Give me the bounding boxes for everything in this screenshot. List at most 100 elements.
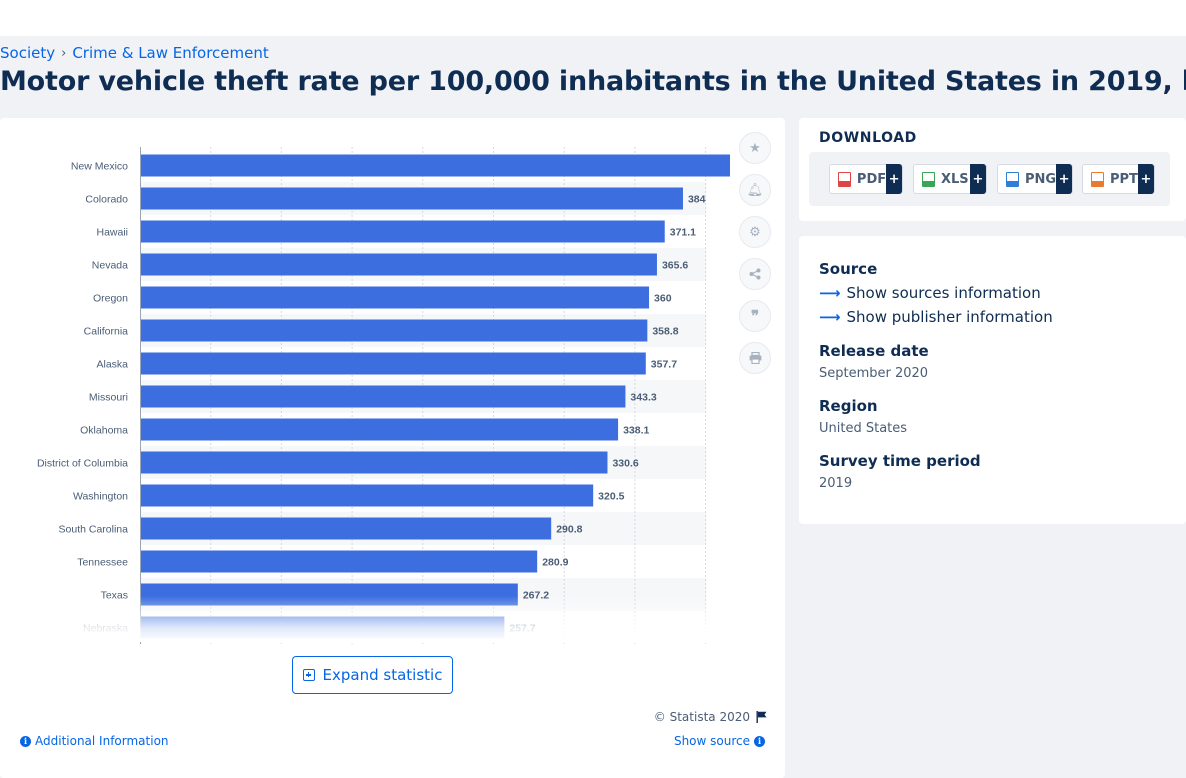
download-ppt-button[interactable]: PPT +	[1082, 164, 1155, 194]
region-label: Region	[819, 397, 878, 415]
category-label: New Mexico	[71, 161, 128, 173]
bar[interactable]	[141, 286, 650, 309]
bar[interactable]	[141, 550, 538, 573]
bar[interactable]	[141, 220, 665, 243]
survey-period-value: 2019	[819, 476, 853, 491]
top-bar	[0, 0, 1186, 36]
plus-icon: +	[1138, 164, 1154, 194]
show-source-label: Show source	[673, 734, 750, 748]
data-label: 267.2	[523, 590, 549, 602]
bar[interactable]	[141, 352, 646, 375]
pdf-file-icon	[838, 171, 851, 187]
download-ppt-label: PPT	[1110, 171, 1138, 187]
png-file-icon	[1006, 171, 1019, 187]
xls-file-icon	[922, 171, 935, 187]
bar[interactable]	[141, 616, 505, 639]
share-button[interactable]	[739, 258, 771, 290]
category-label: Nebraska	[83, 623, 128, 635]
bar[interactable]	[141, 253, 657, 276]
category-label: Oklahoma	[80, 425, 128, 437]
bar[interactable]	[141, 418, 619, 441]
settings-button[interactable]: ⚙	[739, 216, 771, 248]
data-label: 343.3	[630, 392, 656, 404]
data-label: 320.5	[598, 491, 624, 503]
data-label: 365.6	[662, 260, 688, 272]
source-label: Source	[819, 260, 878, 278]
bar[interactable]	[141, 451, 608, 474]
info-icon: i	[20, 735, 31, 747]
flag-icon[interactable]	[756, 711, 767, 723]
category-label: California	[84, 326, 129, 338]
category-label: District of Columbia	[37, 458, 128, 470]
bar[interactable]	[141, 319, 648, 342]
gear-icon: ⚙	[749, 224, 761, 239]
data-label: 384	[688, 194, 706, 206]
data-label: 338.1	[623, 425, 649, 437]
notify-button[interactable]: 🔔︎	[739, 174, 771, 206]
metadata-card: Source ⟶ Show sources information ⟶ Show…	[799, 236, 1186, 524]
data-label: 280.9	[542, 557, 568, 569]
download-png-button[interactable]: PNG +	[997, 164, 1073, 194]
data-label: 357.7	[651, 359, 677, 371]
expand-label: Expand statistic	[322, 666, 443, 684]
download-card: DOWNLOAD PDF + XLS + PNG + PPT +	[799, 118, 1186, 221]
breadcrumb-crime[interactable]: Crime & Law Enforcement	[72, 44, 269, 62]
show-publisher-link[interactable]: ⟶ Show publisher information	[819, 308, 1053, 326]
download-title: DOWNLOAD	[819, 130, 917, 146]
data-label: 290.8	[556, 524, 582, 536]
favorite-button[interactable]: ★	[739, 132, 771, 164]
show-source-link[interactable]: Show source i	[674, 734, 765, 748]
bar-chart: New Mexico427.2Colorado384Hawaii371.1Nev…	[37, 147, 730, 644]
download-xls-label: XLS	[941, 171, 969, 187]
plus-icon: +	[1056, 164, 1072, 194]
copyright: © Statista 2020	[654, 710, 767, 724]
breadcrumb-separator-icon: ›	[61, 45, 67, 61]
plus-icon: +	[886, 164, 902, 194]
additional-information-link[interactable]: i Additional Information	[20, 734, 169, 748]
print-button[interactable]	[739, 342, 771, 374]
survey-period-label: Survey time period	[819, 452, 981, 470]
download-pdf-label: PDF	[856, 171, 887, 187]
quote-icon: ❞	[750, 308, 760, 325]
data-label: 371.1	[670, 227, 696, 239]
arrow-right-icon: ⟶	[819, 284, 841, 302]
info-icon: i	[754, 735, 765, 747]
release-date-value: September 2020	[819, 366, 929, 381]
bar[interactable]	[141, 484, 594, 507]
category-label: Oregon	[93, 293, 128, 305]
expand-statistic-button[interactable]: Expand statistic	[292, 656, 453, 694]
category-label: Washington	[73, 491, 128, 503]
page: Society › Crime & Law Enforcement Motor …	[0, 36, 1186, 778]
chart-card: New Mexico427.2Colorado384Hawaii371.1Nev…	[0, 118, 785, 778]
plus-icon: +	[970, 164, 986, 194]
bar[interactable]	[141, 154, 730, 177]
category-label: Colorado	[85, 194, 128, 206]
category-label: Alaska	[96, 359, 128, 371]
breadcrumb: Society › Crime & Law Enforcement	[0, 44, 269, 62]
download-png-label: PNG	[1024, 171, 1057, 187]
bar[interactable]	[141, 187, 683, 210]
category-label: Tennessee	[77, 557, 128, 569]
bar[interactable]	[141, 517, 552, 540]
bell-icon: 🔔︎	[746, 182, 764, 197]
data-label: 330.6	[612, 458, 638, 470]
data-label: 358.8	[652, 326, 678, 338]
additional-information-label: Additional Information	[35, 734, 169, 748]
data-label: 360	[654, 293, 672, 305]
bar[interactable]	[141, 385, 626, 408]
print-icon	[749, 352, 761, 364]
show-sources-label: Show sources information	[846, 284, 1041, 302]
category-label: South Carolina	[59, 524, 129, 536]
region-value: United States	[819, 421, 908, 436]
category-label: Nevada	[92, 260, 128, 272]
category-label: Missouri	[89, 392, 128, 404]
bar[interactable]	[141, 583, 518, 606]
show-sources-link[interactable]: ⟶ Show sources information	[819, 284, 1041, 302]
breadcrumb-society[interactable]: Society	[0, 44, 56, 62]
expand-icon	[302, 669, 315, 681]
star-icon: ★	[749, 140, 761, 155]
download-pdf-button[interactable]: PDF +	[829, 164, 903, 194]
download-xls-button[interactable]: XLS +	[913, 164, 987, 194]
category-label: Hawaii	[96, 227, 128, 239]
cite-button[interactable]: ❞	[739, 300, 771, 332]
